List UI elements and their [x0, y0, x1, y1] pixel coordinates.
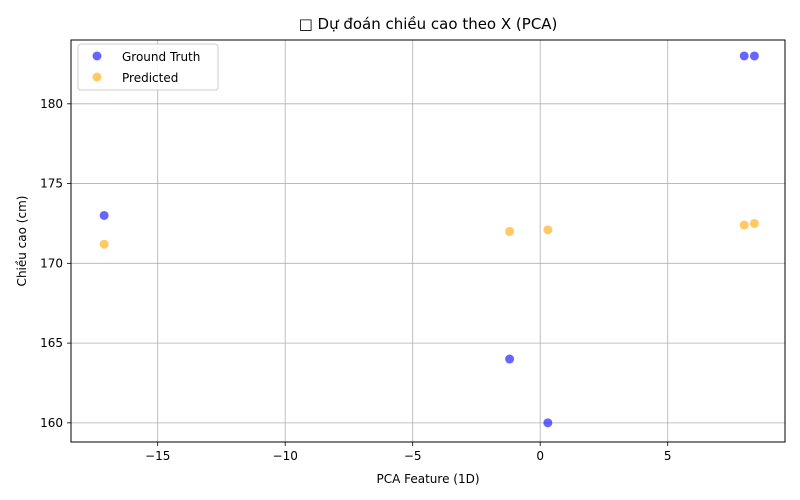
plot-frame [70, 39, 786, 443]
x-tick-label: −15 [145, 449, 170, 463]
y-tick-label: 160 [40, 416, 63, 430]
predicted-point [749, 218, 759, 228]
x-tick-label: 0 [536, 449, 544, 463]
legend-box [77, 43, 219, 91]
predicted-point [739, 220, 749, 230]
x-tick-label: 5 [664, 449, 672, 463]
legend-label-predicted: Predicted [122, 71, 178, 85]
x-axis-label: PCA Feature (1D) [376, 472, 479, 486]
y-tick-label: 170 [40, 256, 63, 270]
axis-ticks: −15 −10 −5 0 5 160 165 170 175 180 [40, 97, 671, 463]
predicted-point [99, 239, 109, 249]
ground-truth-point [739, 51, 749, 61]
legend-label-ground-truth: Ground Truth [122, 50, 200, 64]
ground-truth-point [505, 354, 515, 364]
y-tick-label: 175 [40, 177, 63, 191]
legend: Ground Truth Predicted [77, 43, 219, 91]
ground-truth-point [749, 51, 759, 61]
legend-marker-ground-truth [92, 51, 102, 61]
grid [71, 40, 785, 442]
legend-marker-predicted [92, 72, 102, 82]
data-points [99, 51, 759, 428]
ground-truth-point [543, 418, 553, 428]
y-axis-label: Chiều cao (cm) [15, 196, 29, 287]
ground-truth-point [99, 210, 109, 220]
chart-title: □ Dự đoán chiều cao theo X (PCA) [299, 15, 558, 33]
x-tick-label: −10 [273, 449, 298, 463]
predicted-point [505, 226, 515, 236]
predicted-point [543, 225, 553, 235]
y-tick-label: 165 [40, 336, 63, 350]
y-tick-label: 180 [40, 97, 63, 111]
x-tick-label: −5 [404, 449, 422, 463]
